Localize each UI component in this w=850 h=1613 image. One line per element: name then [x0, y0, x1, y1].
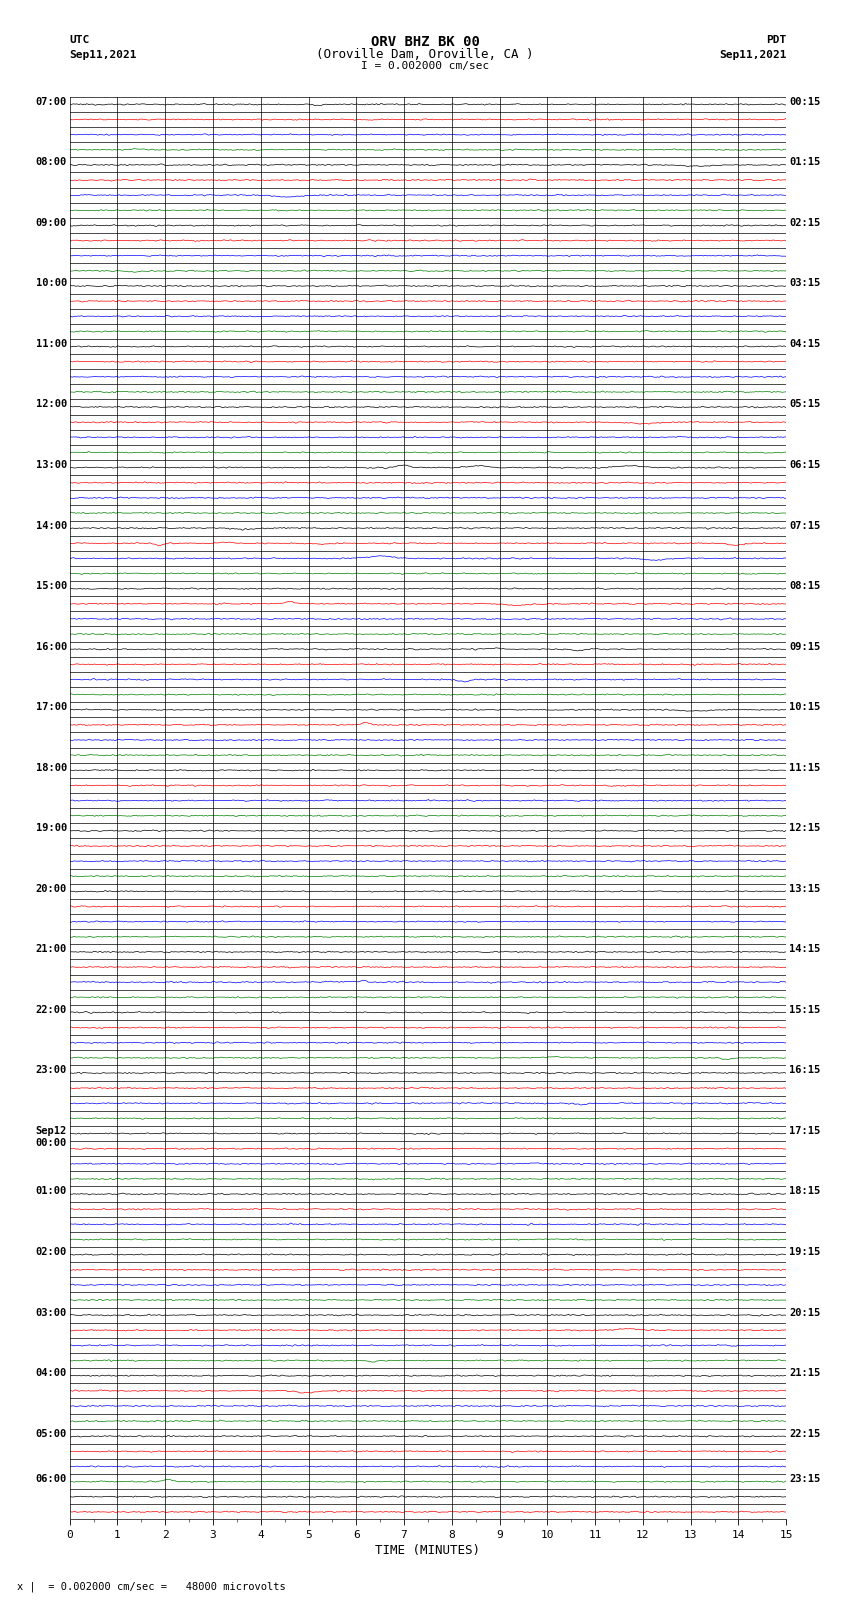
- Text: Sep12
00:00: Sep12 00:00: [36, 1126, 67, 1147]
- Text: 09:15: 09:15: [789, 642, 820, 652]
- Text: 04:00: 04:00: [36, 1368, 67, 1378]
- Text: 13:15: 13:15: [789, 884, 820, 894]
- Text: 09:00: 09:00: [36, 218, 67, 227]
- Text: 16:00: 16:00: [36, 642, 67, 652]
- Text: 22:15: 22:15: [789, 1429, 820, 1439]
- Text: Sep11,2021: Sep11,2021: [719, 50, 786, 60]
- Text: 21:15: 21:15: [789, 1368, 820, 1378]
- X-axis label: TIME (MINUTES): TIME (MINUTES): [376, 1544, 480, 1557]
- Text: 15:00: 15:00: [36, 581, 67, 590]
- Text: 22:00: 22:00: [36, 1005, 67, 1015]
- Text: 07:15: 07:15: [789, 521, 820, 531]
- Text: 17:15: 17:15: [789, 1126, 820, 1136]
- Text: 14:15: 14:15: [789, 944, 820, 955]
- Text: 21:00: 21:00: [36, 944, 67, 955]
- Text: x |  = 0.002000 cm/sec =   48000 microvolts: x | = 0.002000 cm/sec = 48000 microvolts: [17, 1581, 286, 1592]
- Text: 12:00: 12:00: [36, 400, 67, 410]
- Text: 08:00: 08:00: [36, 158, 67, 168]
- Text: 17:00: 17:00: [36, 702, 67, 713]
- Text: 20:15: 20:15: [789, 1308, 820, 1318]
- Text: 03:00: 03:00: [36, 1308, 67, 1318]
- Text: 08:15: 08:15: [789, 581, 820, 590]
- Text: 23:15: 23:15: [789, 1474, 820, 1484]
- Text: 00:15: 00:15: [789, 97, 820, 106]
- Text: 06:00: 06:00: [36, 1474, 67, 1484]
- Text: 05:00: 05:00: [36, 1429, 67, 1439]
- Text: 13:00: 13:00: [36, 460, 67, 469]
- Text: 06:15: 06:15: [789, 460, 820, 469]
- Text: I = 0.002000 cm/sec: I = 0.002000 cm/sec: [361, 61, 489, 71]
- Text: (Oroville Dam, Oroville, CA ): (Oroville Dam, Oroville, CA ): [316, 48, 534, 61]
- Text: 01:15: 01:15: [789, 158, 820, 168]
- Text: 11:00: 11:00: [36, 339, 67, 348]
- Text: 19:15: 19:15: [789, 1247, 820, 1257]
- Text: 02:00: 02:00: [36, 1247, 67, 1257]
- Text: Sep11,2021: Sep11,2021: [70, 50, 137, 60]
- Text: 11:15: 11:15: [789, 763, 820, 773]
- Text: 19:00: 19:00: [36, 823, 67, 834]
- Text: PDT: PDT: [766, 35, 786, 45]
- Text: 23:00: 23:00: [36, 1066, 67, 1076]
- Text: 10:15: 10:15: [789, 702, 820, 713]
- Text: 05:15: 05:15: [789, 400, 820, 410]
- Text: 01:00: 01:00: [36, 1187, 67, 1197]
- Text: 18:15: 18:15: [789, 1187, 820, 1197]
- Text: UTC: UTC: [70, 35, 90, 45]
- Text: ORV BHZ BK 00: ORV BHZ BK 00: [371, 35, 479, 50]
- Text: 03:15: 03:15: [789, 279, 820, 289]
- Text: 10:00: 10:00: [36, 279, 67, 289]
- Text: 04:15: 04:15: [789, 339, 820, 348]
- Text: 14:00: 14:00: [36, 521, 67, 531]
- Text: 12:15: 12:15: [789, 823, 820, 834]
- Text: 07:00: 07:00: [36, 97, 67, 106]
- Text: 02:15: 02:15: [789, 218, 820, 227]
- Text: 20:00: 20:00: [36, 884, 67, 894]
- Text: 18:00: 18:00: [36, 763, 67, 773]
- Text: 16:15: 16:15: [789, 1066, 820, 1076]
- Text: 15:15: 15:15: [789, 1005, 820, 1015]
